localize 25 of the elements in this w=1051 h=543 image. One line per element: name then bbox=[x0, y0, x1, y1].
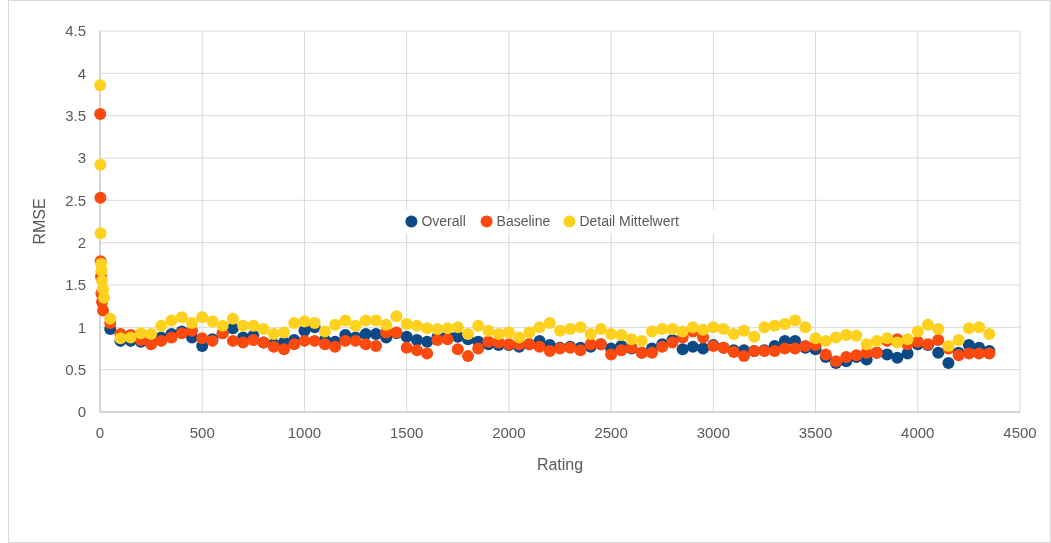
x-tick-label: 1000 bbox=[287, 424, 322, 441]
x-tick-label: 3000 bbox=[696, 424, 731, 441]
y-axis-title: RMSE bbox=[31, 198, 48, 245]
legend-label: Overall bbox=[421, 213, 466, 230]
x-tick-label: 3500 bbox=[798, 424, 833, 441]
x-tick-label: 0 bbox=[95, 424, 105, 441]
legend-label: Baseline bbox=[496, 213, 551, 230]
y-tick-label: 0 bbox=[77, 403, 86, 421]
x-axis-title: Rating bbox=[536, 456, 584, 473]
y-tick-label: 2.5 bbox=[65, 191, 86, 209]
x-tick-label: 500 bbox=[189, 424, 215, 441]
x-tick-label: 4500 bbox=[1003, 424, 1037, 441]
y-tick-label: 1 bbox=[77, 318, 86, 336]
legend-label: Detail Mittelwert bbox=[579, 213, 680, 230]
y-tick-label: 4 bbox=[77, 64, 86, 82]
x-tick-label: 4000 bbox=[901, 424, 935, 441]
y-tick-label: 3 bbox=[77, 149, 86, 167]
x-tick-label: 2000 bbox=[492, 424, 526, 441]
x-tick-label: 2500 bbox=[594, 424, 628, 441]
y-tick-label: 2 bbox=[77, 233, 86, 251]
y-tick-label: 0.5 bbox=[65, 360, 86, 378]
y-tick-label: 4.5 bbox=[65, 22, 86, 40]
x-tick-label: 1500 bbox=[389, 424, 424, 441]
y-tick-label: 1.5 bbox=[65, 276, 86, 294]
y-tick-label: 3.5 bbox=[65, 106, 86, 124]
